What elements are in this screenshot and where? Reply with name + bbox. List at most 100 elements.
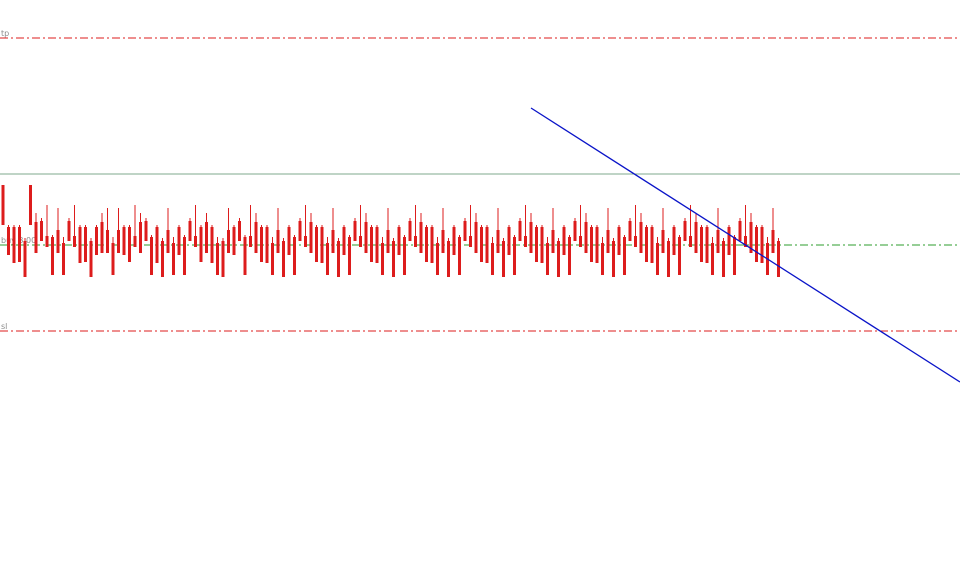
candle-body [733, 237, 736, 275]
candle [436, 237, 439, 275]
candle [1, 185, 5, 225]
candle-body [656, 243, 659, 275]
trendline [530, 107, 960, 383]
candle-body [606, 230, 610, 253]
candle [166, 208, 170, 253]
candle [282, 238, 285, 277]
candle [139, 213, 142, 253]
candle-body [628, 221, 632, 241]
candle [551, 208, 555, 253]
candle-body [722, 241, 725, 277]
candle [84, 225, 87, 262]
candle [23, 238, 27, 277]
candle-body [370, 227, 373, 262]
candle-body [414, 236, 417, 247]
candle-body [117, 230, 120, 253]
candle-body [34, 222, 38, 253]
candle-body [342, 227, 346, 255]
candle [370, 225, 373, 262]
candle [590, 225, 593, 262]
candle-body [128, 227, 131, 262]
candle-body [282, 241, 285, 277]
candle-body [491, 243, 494, 275]
candle [122, 225, 126, 255]
candle [738, 218, 742, 241]
candle [348, 235, 351, 275]
candle [397, 225, 401, 255]
candle [78, 225, 82, 263]
candle-body [474, 222, 478, 253]
candle [595, 225, 599, 263]
candle [711, 237, 714, 275]
candle [557, 238, 560, 277]
candle-body [287, 227, 291, 255]
candle-body [161, 241, 164, 277]
candle-body [353, 221, 357, 241]
candle-body [111, 243, 115, 275]
candle [700, 225, 703, 262]
candle [568, 235, 571, 275]
candle-body [540, 227, 544, 263]
candle-body [683, 221, 687, 241]
candle-body [397, 227, 401, 255]
candle [496, 208, 500, 253]
candle-body [150, 237, 153, 275]
candle [579, 205, 582, 247]
candle [524, 205, 527, 247]
candle [364, 213, 368, 253]
candle-body [18, 227, 21, 262]
candle [650, 225, 654, 263]
candle [177, 225, 181, 255]
candle-body [672, 227, 676, 255]
candle [320, 225, 324, 263]
candle-body [293, 237, 296, 275]
candle-body [194, 236, 197, 247]
candle-body [645, 227, 648, 262]
candle [34, 213, 38, 253]
candle [584, 213, 588, 253]
candle [232, 225, 236, 255]
candle [117, 208, 120, 253]
candle-body [716, 230, 720, 253]
candle-body [51, 237, 54, 275]
candle [133, 205, 137, 247]
candle-body [689, 236, 692, 247]
candle [249, 205, 252, 247]
candle-body [95, 227, 98, 255]
candle-body [29, 185, 32, 225]
candle [502, 238, 505, 277]
candle [452, 225, 456, 255]
candle [205, 213, 208, 253]
candle [639, 213, 643, 253]
candle [755, 225, 758, 262]
candle-body [573, 221, 577, 241]
candle [430, 225, 434, 263]
candle [183, 235, 186, 275]
candle-body [249, 236, 252, 247]
candle-body [386, 230, 390, 253]
candle [100, 213, 104, 253]
candle [342, 225, 346, 255]
candle-body [106, 230, 109, 253]
candle-body [546, 243, 549, 275]
candle [540, 225, 544, 263]
candle-body [45, 236, 49, 247]
candle [546, 237, 549, 275]
candle-body [56, 230, 60, 253]
candle-body [502, 241, 505, 277]
candle [194, 205, 197, 247]
candle [381, 237, 384, 275]
candle [612, 238, 615, 277]
candle-body [678, 237, 681, 275]
candle [287, 225, 291, 255]
candle-body [579, 236, 582, 247]
candle [67, 218, 71, 241]
candle [150, 235, 153, 275]
candle-body [590, 227, 593, 262]
candle-body [133, 236, 137, 247]
candle [507, 225, 511, 255]
candle-body [304, 236, 307, 247]
candle-body [485, 227, 489, 263]
candle-body [392, 241, 395, 277]
